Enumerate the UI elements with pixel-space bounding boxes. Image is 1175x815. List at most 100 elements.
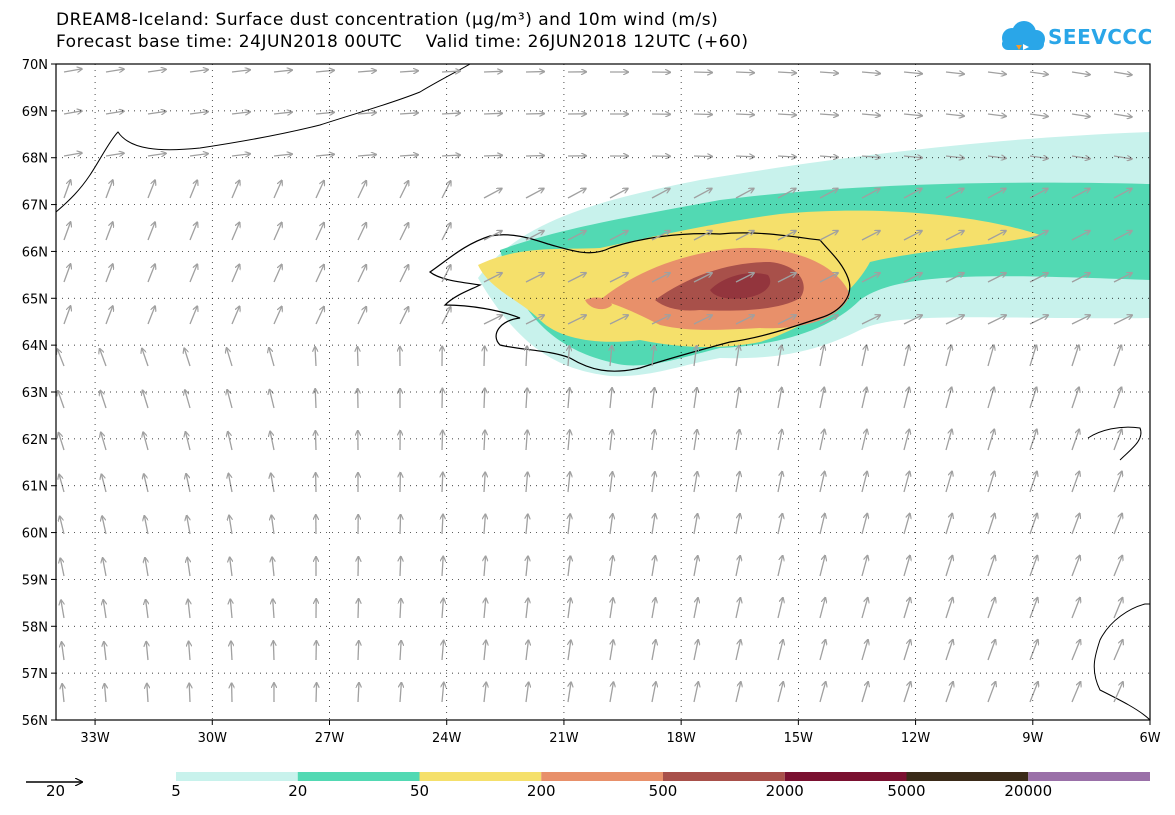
- wind-arrow: [315, 70, 334, 72]
- wind-arrow: [316, 683, 317, 703]
- wind-arrow: [652, 514, 655, 535]
- wind-arrow: [187, 516, 191, 535]
- lat-tick-label: 60N: [22, 527, 48, 542]
- wind-arrow: [231, 181, 239, 199]
- wind-arrow: [228, 474, 233, 493]
- wind-arrow: [693, 430, 697, 451]
- lat-tick-label: 61N: [22, 480, 48, 495]
- wind-arrow: [903, 156, 922, 158]
- wind-arrow: [143, 432, 149, 451]
- wind-arrow: [189, 70, 208, 72]
- wind-arrow: [526, 346, 527, 367]
- wind-arrow: [567, 315, 586, 325]
- wind-arrow: [442, 599, 443, 619]
- wind-arrow: [903, 114, 922, 116]
- wind-arrow: [269, 348, 275, 367]
- wind-arrow: [1029, 387, 1036, 409]
- wind-arrow: [1071, 640, 1080, 661]
- wind-arrow: [145, 558, 148, 577]
- wind-arrow: [1113, 345, 1121, 367]
- wind-arrow: [231, 641, 232, 661]
- wind-arrow: [693, 231, 712, 241]
- wind-arrow: [609, 640, 613, 661]
- wind-arrow: [693, 640, 698, 661]
- wind-arrow: [147, 306, 155, 325]
- wind-arrow: [231, 70, 250, 72]
- wind-arrow: [400, 557, 401, 577]
- wind-arrow: [358, 641, 359, 661]
- wind-arrow: [987, 640, 995, 661]
- wind-arrow: [609, 189, 628, 199]
- wind-arrow: [693, 189, 712, 199]
- wind-arrow: [1029, 429, 1037, 451]
- wind-arrow: [484, 683, 486, 703]
- wind-arrow: [147, 222, 155, 241]
- wind-arrow: [273, 307, 282, 325]
- wind-arrow: [1071, 156, 1090, 159]
- wind-arrow: [777, 273, 796, 283]
- lat-tick-label: 67N: [22, 199, 48, 214]
- lon-tick-label: 24W: [432, 731, 462, 746]
- wind-arrow: [819, 315, 838, 325]
- wind-arrow: [987, 72, 1006, 74]
- wind-arrow: [652, 472, 655, 493]
- wind-arrow: [819, 640, 825, 661]
- wind-arrow: [399, 71, 418, 72]
- wind-arrow: [1071, 682, 1080, 703]
- wind-arrow: [1071, 556, 1080, 577]
- wind-arrow: [610, 514, 613, 535]
- legend-label: 5000: [887, 782, 926, 800]
- wind-arrow: [819, 430, 824, 451]
- wind-arrow: [651, 189, 670, 199]
- wind-arrow: [777, 598, 783, 619]
- wind-arrow: [1071, 231, 1090, 241]
- wind-arrow: [735, 640, 741, 661]
- wind-arrow: [105, 153, 124, 156]
- wind-arrow: [609, 231, 628, 241]
- lon-tick-label: 15W: [784, 731, 814, 746]
- lat-tick-label: 57N: [22, 667, 48, 682]
- lon-tick-label: 21W: [549, 731, 579, 746]
- wind-arrow: [187, 558, 190, 577]
- wind-arrow: [610, 598, 613, 619]
- wind-arrow: [567, 231, 586, 241]
- wind-arrow: [442, 431, 443, 451]
- wind-arrow: [610, 346, 612, 367]
- wind-arrow: [568, 430, 570, 451]
- wind-arrow: [103, 558, 107, 577]
- wind-arrow: [358, 599, 359, 619]
- wind-arrow: [861, 72, 880, 73]
- lat-tick-label: 64N: [22, 339, 48, 354]
- wind-arrow: [63, 111, 82, 114]
- wind-arrow: [693, 156, 712, 157]
- wind-arrow: [61, 600, 64, 619]
- wind-arrow: [59, 475, 65, 493]
- wind-arrow: [610, 388, 612, 409]
- dust-band-200b: [585, 297, 612, 310]
- wind-arrow: [58, 391, 65, 409]
- wind-arrow: [526, 388, 527, 409]
- wind-arrow: [315, 307, 324, 325]
- wind-arrow: [568, 556, 570, 577]
- wind-arrow: [1071, 345, 1079, 367]
- wind-arrow: [525, 315, 544, 325]
- lon-tick-label: 27W: [315, 731, 345, 746]
- wind-arrow: [777, 430, 782, 451]
- wind-arrow: [484, 599, 486, 619]
- wind-arrow: [273, 641, 274, 661]
- wind-arrow: [526, 430, 527, 451]
- wind-arrow: [63, 69, 82, 72]
- wind-arrow: [819, 556, 825, 577]
- lat-tick-label: 59N: [22, 573, 48, 588]
- wind-arrow: [945, 72, 964, 74]
- wind-arrow: [945, 556, 952, 577]
- wind-arrow: [441, 71, 460, 72]
- wind-arrow: [357, 113, 376, 114]
- wind-arrow: [1071, 273, 1090, 283]
- wind-arrow: [1071, 189, 1090, 199]
- wind-arrow: [568, 388, 570, 409]
- wind-arrow: [144, 516, 149, 535]
- wind-arrow: [945, 472, 952, 493]
- wind-arrow: [270, 432, 275, 451]
- wind-arrow: [484, 346, 485, 367]
